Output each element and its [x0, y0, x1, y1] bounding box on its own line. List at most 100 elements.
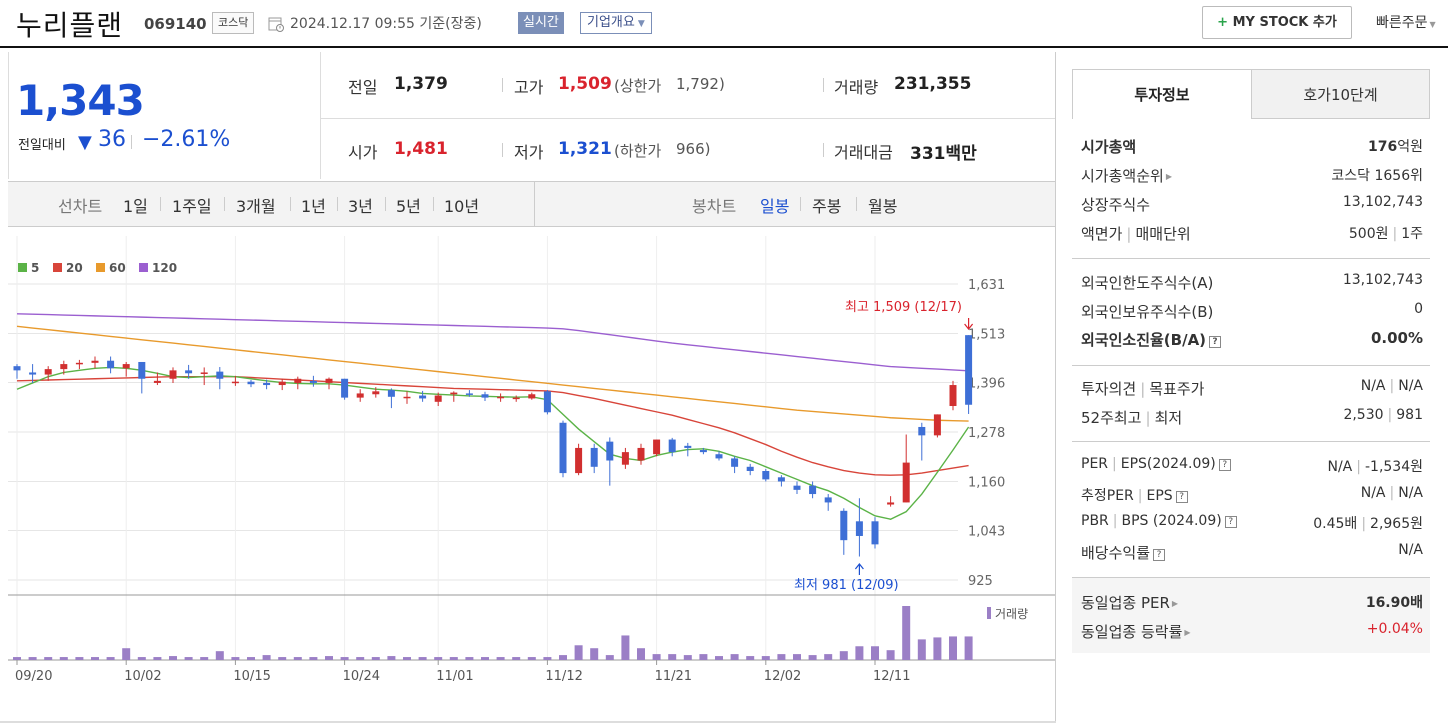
tab-investment-info[interactable]: 투자정보: [1072, 69, 1252, 119]
candle-body: [138, 361, 146, 379]
volume-label: 거래량: [834, 78, 879, 97]
industry-change-row[interactable]: 동일업종 등락률 ▶ +0.04%: [1081, 621, 1423, 643]
est-eps-label: EPS: [1146, 488, 1173, 504]
candle-weekly[interactable]: 주봉: [812, 197, 842, 216]
candle-body: [637, 447, 645, 461]
volume-bar: [621, 635, 630, 660]
calendar-icon: [268, 17, 284, 32]
volume-bar: [933, 637, 942, 660]
per-values: N/A | -1,534원: [1327, 456, 1423, 476]
candle-body: [247, 381, 255, 385]
trade-unit-value: 1주: [1401, 226, 1423, 242]
listed-shares-value: 13,102,743: [1342, 194, 1423, 210]
x-tick-label: 09/20: [15, 669, 52, 684]
period-1y[interactable]: 1년: [301, 197, 326, 216]
foreign-ratio-label-wrap: 외국인소진율(B/A)?: [1081, 329, 1222, 350]
candle-body: [107, 360, 115, 369]
trade-unit-label: 매매단위: [1135, 225, 1191, 243]
par-value-label: 액면가: [1081, 225, 1123, 243]
legend-swatch: [139, 263, 148, 272]
divider: |: [1137, 488, 1143, 504]
company-overview-button[interactable]: 기업개요 ▼: [580, 12, 652, 34]
volume-bar: [59, 657, 68, 660]
period-3y[interactable]: 3년: [348, 197, 373, 216]
volume-bar: [512, 657, 521, 660]
stock-chart[interactable]: 1,631 1,513 1,396 1,278 1,160 1,043 925 5 20 60 12…: [0, 228, 1056, 722]
volume-value: 231,355: [894, 74, 972, 94]
my-stock-add-button[interactable]: + MY STOCK 추가: [1202, 6, 1352, 39]
dividend-label-wrap: 배당수익률?: [1081, 542, 1166, 563]
volume-bar: [122, 648, 131, 660]
period-10y[interactable]: 10년: [444, 197, 480, 216]
opinion-values: N/A | N/A: [1361, 378, 1423, 394]
y-tick-label: 1,160: [968, 475, 1005, 490]
volume-bar: [215, 651, 224, 660]
volume-bar: [278, 657, 287, 660]
candle-body: [668, 439, 676, 453]
52w-low-value: 981: [1396, 407, 1423, 423]
pbr-values: 0.45배 | 2,965원: [1313, 513, 1423, 533]
candle-body: [169, 370, 177, 379]
divider: [131, 135, 132, 149]
market-cap-rank-row[interactable]: 시가총액순위 ▶ 코스닥 1656위: [1081, 165, 1423, 187]
industry-per-label: 동일업종 PER: [1081, 594, 1170, 612]
quick-order-button[interactable]: 빠른주문 ▼: [1376, 12, 1436, 32]
divider: [337, 197, 338, 211]
help-icon[interactable]: ?: [1153, 549, 1166, 561]
realtime-button[interactable]: 실시간: [518, 12, 564, 34]
x-tick-label: 11/01: [436, 669, 473, 684]
market-cap-number: 176: [1368, 139, 1398, 155]
divider: |: [1387, 407, 1393, 423]
tab-order-book[interactable]: 호가10단계: [1251, 69, 1430, 119]
candle-body: [325, 378, 333, 383]
down-arrow-icon: [964, 318, 974, 330]
listed-shares-label: 상장주식수: [1081, 196, 1151, 214]
divider: [823, 143, 824, 157]
period-5y[interactable]: 5년: [396, 197, 421, 216]
candle-body: [809, 485, 817, 495]
candle-body: [918, 426, 926, 436]
listed-shares-row: 상장주식수 13,102,743: [1081, 194, 1423, 216]
volume-bar: [434, 657, 443, 660]
volume-bar: [75, 657, 84, 660]
divider: |: [1356, 459, 1361, 475]
legend-label: 120: [152, 261, 177, 275]
52w-low-label: 최저: [1154, 409, 1183, 427]
period-3m[interactable]: 3개월: [236, 197, 276, 216]
candle-monthly[interactable]: 월봉: [868, 197, 898, 216]
help-icon[interactable]: ?: [1175, 491, 1188, 503]
candle-body: [512, 397, 520, 400]
52w-values: 2,530 | 981: [1343, 407, 1423, 423]
candle-body: [294, 378, 302, 383]
par-value-value: 500원: [1348, 226, 1389, 242]
volume-bar: [652, 654, 661, 660]
volume-bar: [481, 657, 489, 660]
volume-bar: [730, 654, 739, 660]
candle-body: [684, 445, 692, 448]
y-tick-label: 1,513: [968, 327, 1005, 342]
candle-body: [887, 502, 895, 505]
eps-label: EPS(2024.09): [1120, 456, 1216, 472]
candle-body: [559, 422, 567, 474]
opinion-value: N/A: [1360, 378, 1386, 394]
industry-per-label-wrap: 동일업종 PER ▶: [1081, 592, 1178, 613]
candle-body: [965, 335, 973, 405]
x-tick-label: 11/21: [655, 669, 692, 684]
divider: [502, 78, 503, 92]
industry-change-label: 동일업종 등락률: [1081, 623, 1183, 641]
divider: [1072, 258, 1430, 259]
period-1w[interactable]: 1주일: [172, 197, 212, 216]
help-icon[interactable]: ?: [1224, 516, 1237, 528]
help-icon[interactable]: ?: [1218, 459, 1231, 471]
candle-body: [902, 462, 910, 503]
candle-body: [793, 485, 801, 490]
period-1d[interactable]: 1일: [123, 197, 148, 216]
divider: [502, 143, 503, 157]
divider: [823, 78, 824, 92]
market-badge: 코스닥: [212, 12, 255, 34]
candle-daily[interactable]: 일봉: [760, 197, 790, 216]
industry-per-row[interactable]: 동일업종 PER ▶ 16.90배: [1081, 592, 1423, 614]
help-icon[interactable]: ?: [1209, 336, 1222, 348]
x-tick-label: 12/02: [764, 669, 801, 684]
volume-legend-label: 거래량: [995, 607, 1028, 621]
